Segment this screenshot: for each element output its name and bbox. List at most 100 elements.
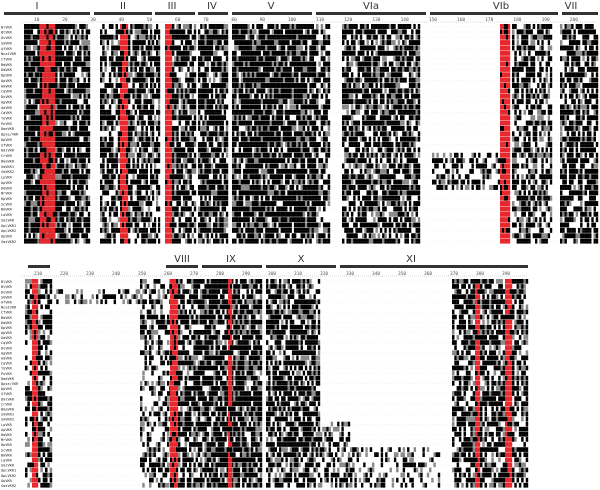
conserved-block [560,24,599,244]
sequence-name: BmVKR [1,316,13,320]
ruler-number: 110 [316,17,324,23]
sequence-name: SmsVKR2 [1,240,16,244]
domain-bar-IX [202,265,262,268]
alignment-block-top [22,24,599,244]
ruler-number: 210 [34,271,42,277]
ruler-number: 280 [216,271,224,277]
sequence-name: LaVKR [1,458,13,462]
sequence-name: SmiVKR [1,464,15,468]
sequence-name: DmVKR [1,68,13,72]
sequence-name: OpLVKR2 [1,474,16,478]
domain-bar-VIa [316,12,426,15]
conserved-block [452,279,476,488]
conserved-block [200,279,263,488]
alignment-panel-bottom: VIII IX X XI 210 220 230 240 250 260 270 280 290… [1,254,529,488]
domain-label-VIII: VIII [174,254,190,265]
sequence-name: SmVKR2 [1,170,14,174]
domain-label-V: V [268,1,275,12]
sequence-name: CrVKR [1,402,13,406]
ruler-top: 10 20 30 40 50 60 70 80 90 100 110 120 130 140 150 160 1… [22,17,598,23]
sequence-name: BlVKR [1,25,13,29]
sequence-name: OpVKR [1,479,13,483]
sequence-name: SmiVKR [1,218,15,222]
sequence-name: DmlVKR [1,149,15,153]
conserved-block [500,24,511,244]
sequence-name: AmVKR [1,84,13,88]
sequence-name: CqVKR [1,341,13,345]
sequence-name: AfVKR [1,300,13,304]
sequence-name: AaVKR [1,357,13,361]
ruler-number: 100 [288,17,296,23]
domain-label-I: I [36,1,39,12]
domain-label-VII: VII [565,1,578,12]
sequence-name: DvVKR [1,95,13,99]
ruler-number: 380 [476,271,484,277]
sequence-name: SmVKR1 [1,413,14,417]
sequence-name: DmVKR [1,186,13,190]
sequence-name: ScVKR [1,448,13,452]
sequence-name: DvVKR [1,36,13,40]
conserved-block [535,24,553,244]
alignment-block-bottom [22,279,529,488]
ruler-number: 220 [60,271,68,277]
sequence-name: DmlVKR [1,397,15,401]
sequence-name: Nca1VKR [1,306,17,310]
ruler-number: 330 [346,271,354,277]
domain-label-X: X [298,254,305,265]
sequence-name: AmVKR [1,336,13,340]
conserved-block [32,279,39,488]
sequence-name: DpVKR [1,326,13,330]
conserved-block [475,279,481,488]
sequence-name: OpVKR [1,235,13,239]
sequence-names-bottom: BlVKRBtVKRDvVKRSmVKRAfVKRNca1VKRCfVKRBmV… [1,280,19,488]
ruler-number: 290 [242,271,250,277]
domain-label-XI: XI [406,254,416,265]
conserved-block [232,24,317,244]
sequence-name: LpVKR [1,423,13,427]
ruler-number: 180 [513,17,521,23]
domain-bar-IV [198,12,228,15]
sequence-name: AgVKR [1,100,13,104]
ruler-number: 190 [542,17,550,23]
sequence-name: SmVKR2 [1,418,14,422]
conserved-block [342,24,421,244]
ruler-number: 300 [268,271,276,277]
sequence-name: OpLVKR2 [1,229,16,233]
sequence-name: BmaVKR [1,408,15,412]
domain-label-VIa: VIa [363,1,379,12]
domain-bar-VII [562,12,598,15]
domain-label-III: III [168,1,177,12]
sequence-names-top: BlVKRBtVKRDvVKRSmVKRAfVKRNca1VKRCfVKRBmV… [1,25,19,244]
sequence-name: PoVKR [1,372,13,376]
domain-bar-X [266,265,336,268]
sequence-name: Dpse/VKR [1,133,19,137]
sequence-name: Nca1VKR [1,52,17,56]
domain-bar-XI [340,265,528,268]
sequence-name: DpVKR [1,138,13,142]
domain-bar-start [28,265,50,268]
domain-bars-bottom [28,265,528,268]
ruler-number: 270 [190,271,198,277]
sequence-name: HpVKR [1,443,13,447]
conserved-block [172,24,197,244]
ruler-number: 320 [320,271,328,277]
ruler-number: 140 [401,17,409,23]
sequence-name: Dpse/VKR [1,382,19,386]
sequence-name: ToVKR [1,367,13,371]
conserved-block [54,289,161,305]
sequence-name: DmVKR [1,433,13,437]
sequence-name: SmVKR [1,41,13,45]
ruler-number: 80 [231,17,237,23]
sequence-name: MrVKR [1,438,13,442]
ruler-number: 340 [372,271,380,277]
ruler-number: 50 [147,17,153,23]
sequence-name: BmVKR [1,63,13,67]
conserved-block [198,24,229,244]
gap-dots [22,26,598,242]
sequence-name: HpVKR [1,197,13,201]
conserved-block [64,24,91,244]
ruler-number: 150 [429,17,437,23]
domain-bars-top [4,12,598,15]
ruler-bottom: 210 220 230 240 250 260 270 280 290 300 310 320 330 3… [22,271,528,277]
